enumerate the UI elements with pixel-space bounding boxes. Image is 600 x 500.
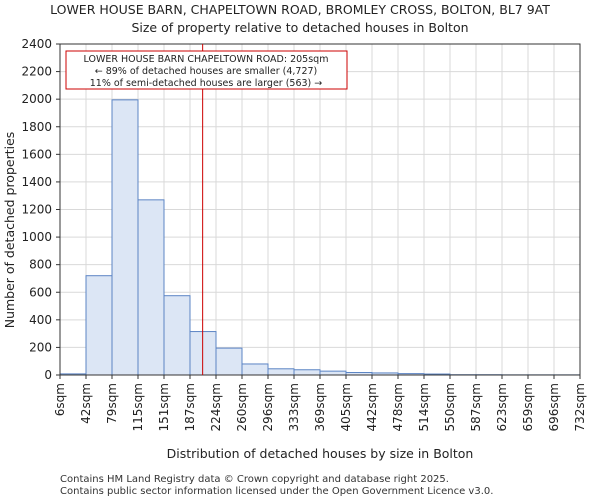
x-tick-label: 296sqm [261, 383, 275, 431]
footer-line-1: Contains HM Land Registry data © Crown c… [60, 474, 449, 485]
y-tick-label: 1600 [21, 147, 52, 161]
x-tick-label: 187sqm [183, 383, 197, 431]
x-tick-label: 514sqm [417, 383, 431, 431]
chart-subtitle: Size of property relative to detached ho… [131, 20, 468, 35]
y-tick-label: 1800 [21, 120, 52, 134]
x-tick-label: 151sqm [157, 383, 171, 431]
x-tick-label: 442sqm [365, 383, 379, 431]
y-tick-label: 0 [44, 368, 52, 382]
x-tick-label: 550sqm [443, 383, 457, 431]
histogram-bar [163, 295, 191, 376]
x-tick-label: 42sqm [79, 383, 93, 424]
x-tick-label: 369sqm [313, 383, 327, 431]
annotation-frame [65, 50, 348, 90]
x-tick-label: 333sqm [287, 383, 301, 431]
footer-line-2: Contains public sector information licen… [60, 486, 493, 497]
x-axis-ticks: 6sqm 42sqm 79sqm 115sqm 151sqm 187sqm 224sqm 26… [53, 375, 587, 431]
chart-title: LOWER HOUSE BARN, CHAPELTOWN ROAD, BROML… [50, 2, 550, 17]
x-tick-label: 732sqm [573, 383, 587, 431]
y-tick-label: 2200 [21, 65, 52, 79]
x-tick-label: 587sqm [469, 383, 483, 431]
y-tick-label: 200 [29, 340, 52, 354]
x-axis-label: Distribution of detached houses by size … [167, 446, 474, 461]
x-tick-label: 405sqm [339, 383, 353, 431]
bar-layer [59, 99, 581, 376]
annotation-box: LOWER HOUSE BARN CHAPELTOWN ROAD: 205sqm… [65, 50, 348, 90]
histogram-bar [267, 368, 295, 376]
histogram-bar [137, 199, 165, 376]
y-tick-label: 1400 [21, 175, 52, 189]
x-tick-label: 623sqm [495, 383, 509, 431]
annotation-line-2: ← 89% of detached houses are smaller (4,… [95, 66, 318, 77]
annotation-line-1: LOWER HOUSE BARN CHAPELTOWN ROAD: 205sqm [84, 54, 329, 65]
histogram-bar [215, 347, 243, 376]
x-tick-label: 6sqm [53, 383, 67, 416]
y-axis-label: Number of detached properties [2, 132, 17, 329]
y-tick-label: 1000 [21, 230, 52, 244]
y-tick-label: 2400 [21, 37, 52, 51]
y-tick-label: 2000 [21, 92, 52, 106]
x-tick-label: 260sqm [235, 383, 249, 431]
x-tick-label: 478sqm [391, 383, 405, 431]
histogram-bar [293, 369, 321, 376]
y-tick-label: 400 [29, 313, 52, 327]
x-tick-label: 79sqm [105, 383, 119, 424]
y-tick-label: 1200 [21, 203, 52, 217]
y-tick-label: 800 [29, 258, 52, 272]
x-tick-label: 115sqm [131, 383, 145, 431]
histogram-bar [319, 370, 347, 376]
x-tick-label: 224sqm [209, 383, 223, 431]
histogram-bar [241, 363, 269, 376]
x-tick-label: 659sqm [521, 383, 535, 431]
annotation-line-3: 11% of semi-detached houses are larger (… [90, 78, 323, 89]
x-tick-label: 696sqm [547, 383, 561, 431]
y-tick-label: 600 [29, 285, 52, 299]
histogram-bar [85, 275, 113, 376]
y-axis-ticks: 0 200 400 600 800 1000 1200 1400 1600 1800 2000 220… [21, 37, 60, 382]
histogram-bar [111, 99, 139, 376]
